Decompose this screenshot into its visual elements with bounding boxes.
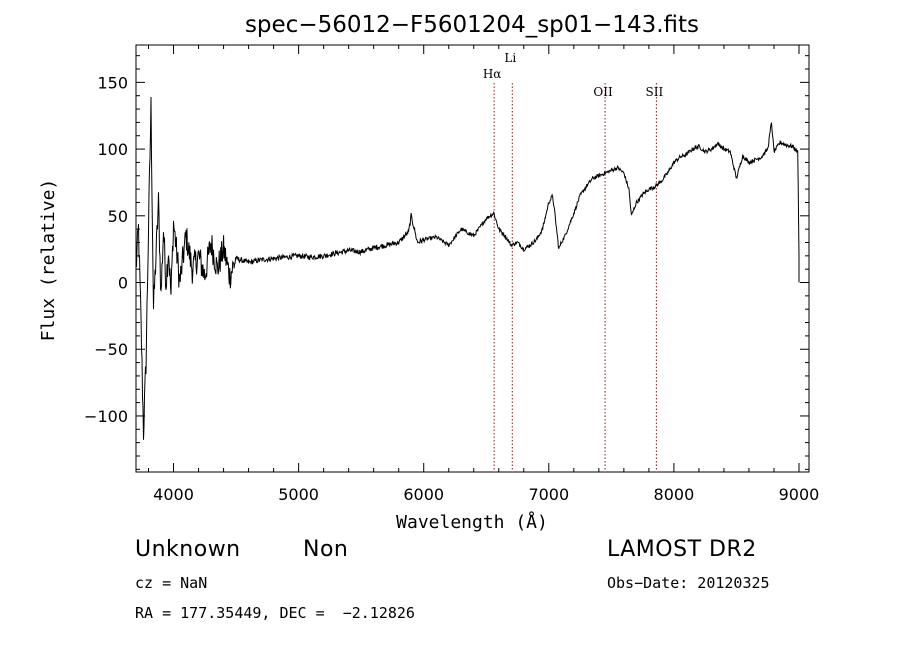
- obs-date-label: Obs−Date: 20120325: [607, 574, 770, 592]
- y-tick-label: 50: [108, 207, 128, 226]
- spectrum-line: [135, 96, 800, 440]
- x-tick-label: 5000: [278, 485, 319, 504]
- x-tick-label: 8000: [654, 485, 695, 504]
- y-tick-label: −50: [94, 340, 128, 359]
- y-tick-label: 100: [97, 140, 128, 159]
- x-tick-label: 4000: [153, 485, 194, 504]
- y-tick-label: 0: [118, 274, 128, 293]
- x-axis-label: Wavelength (Å): [396, 511, 548, 533]
- series-group: [135, 96, 800, 440]
- coords-label: RA = 177.35449, DEC = −2.12826: [135, 604, 415, 622]
- x-tick-label: 6000: [403, 485, 444, 504]
- survey-label: LAMOST DR2: [607, 537, 757, 562]
- plot-frame: [135, 44, 810, 473]
- emission-line-label: Hα: [483, 67, 502, 81]
- axes-group: 4000 5000 6000 7000 8000 9000 −100 −50 0 50 100 150: [84, 44, 820, 504]
- emission-line-label: OII: [593, 85, 613, 99]
- x-tick-label: 7000: [528, 485, 569, 504]
- classification-label: Unknown: [135, 537, 241, 562]
- y-tick-label: 150: [97, 73, 128, 92]
- emission-line-label: Li: [504, 51, 516, 65]
- cz-label: cz = NaN: [135, 574, 208, 592]
- chart-title: spec−56012−F5601204_sp01−143.fits: [245, 12, 699, 38]
- y-tick-label: −100: [84, 407, 128, 426]
- subclass-label: Non: [303, 537, 349, 562]
- x-tick-label: 9000: [779, 485, 820, 504]
- y-axis-label: Flux (relative): [38, 179, 59, 342]
- emission-line-label: SII: [646, 85, 664, 99]
